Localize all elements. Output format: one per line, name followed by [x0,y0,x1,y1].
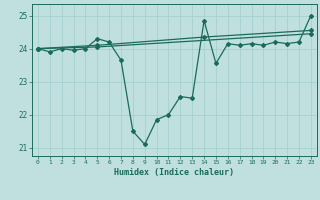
X-axis label: Humidex (Indice chaleur): Humidex (Indice chaleur) [115,168,234,177]
